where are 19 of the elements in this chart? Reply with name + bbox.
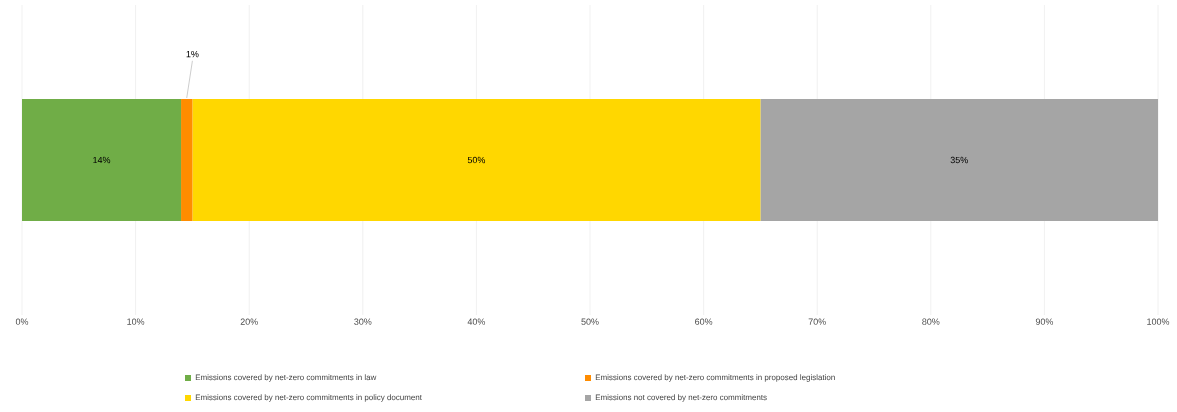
- x-tick-label: 10%: [127, 318, 145, 325]
- bar: [192, 99, 761, 221]
- x-tick-label: 50%: [581, 318, 599, 325]
- bar: [760, 99, 1159, 221]
- data-label: 35%: [950, 156, 968, 164]
- data-label: 1%: [186, 51, 199, 58]
- bar: [181, 99, 193, 221]
- x-tick-label: 100%: [1147, 318, 1170, 325]
- x-tick-label: 90%: [1035, 318, 1054, 325]
- x-tick-label: 30%: [354, 318, 372, 325]
- data-label: 14%: [93, 156, 111, 164]
- x-tick-label: 40%: [467, 318, 486, 325]
- data-label: 50%: [467, 156, 486, 164]
- bar: [22, 99, 182, 221]
- x-tick-label: 60%: [695, 318, 713, 325]
- x-tick-label: 0%: [15, 318, 29, 325]
- x-tick-label: 80%: [922, 318, 940, 325]
- x-tick-label: 70%: [808, 318, 826, 325]
- x-tick-label: 20%: [240, 318, 258, 325]
